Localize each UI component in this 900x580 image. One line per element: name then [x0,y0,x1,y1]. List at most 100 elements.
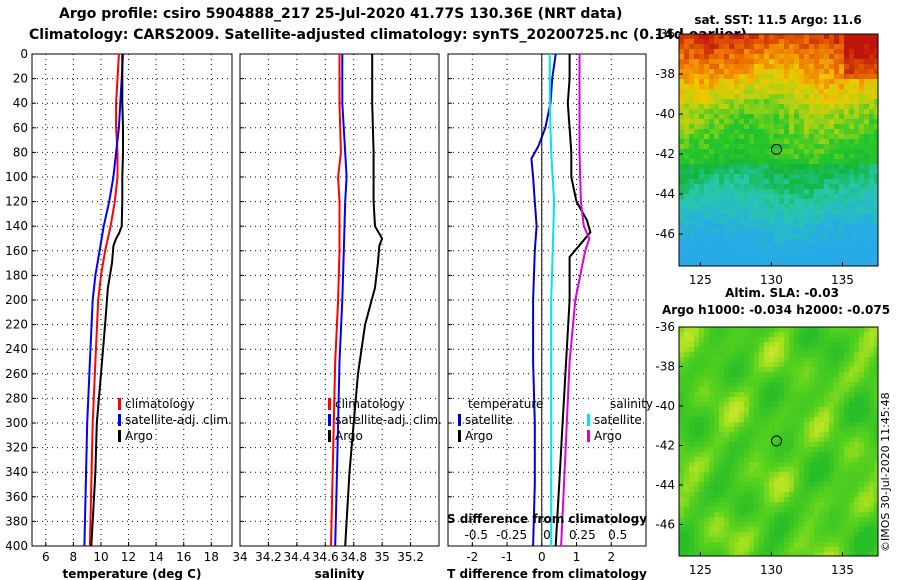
salinity-series-climatology [330,54,342,547]
temperature-tick-label-x: 16 [176,550,191,564]
temperature-tick-label-x: 14 [148,550,163,564]
sla_map-tick-label-y: -40 [655,399,675,413]
temperature-series-climatology [88,53,120,547]
temperature-series-argo [90,54,124,547]
temperature-series-satellite-adj-clim- [83,53,124,547]
salinity-tick-label-x: 34.4 [283,550,310,564]
diff-temperature-legend-swatch [458,414,461,426]
figure-title-line2: Climatology: CARS2009. Satellite-adjuste… [29,27,747,43]
diff-upper-tick-label: 0 [543,528,551,542]
salinity-tick-label-x: 35 [375,550,390,564]
sst_map-tick-label-y: -36 [655,27,675,41]
salinity-legend-label: satellite-adj. clim. [335,413,442,427]
diff-upper-tick-label: -0.5 [465,528,488,542]
salinity-tick-label-x: 34.2 [255,550,282,564]
temperature-legend-swatch [118,430,121,442]
sst_map-tick-label-y: -38 [655,67,675,81]
sla_map-field [679,327,878,556]
sla_map-tick-label-y: -38 [655,359,675,373]
differences-tick-label-x: -2 [466,550,478,564]
temperature-tick-label-x: 6 [42,550,50,564]
depth-tick-label: 140 [5,219,28,233]
figure-title-line1: Argo profile: csiro 5904888_217 25-Jul-2… [59,6,623,22]
diff-salinity-legend-label: satellite [594,413,642,427]
diff-upper-tick-label: 0.25 [569,528,596,542]
diff-temperature-legend-swatch [458,430,461,442]
sst_map-tick-label-x: 130 [760,273,783,287]
salinity-legend-swatch [328,430,331,442]
salinity-tick-label-x: 35.2 [397,550,424,564]
temperature-tick-label-x: 8 [70,550,78,564]
salinity-tick-label-x: 34.8 [340,550,367,564]
diff-upper-tick-label: -0.25 [496,528,527,542]
depth-tick-label: 360 [5,490,28,504]
depth-tick-label: 280 [5,391,28,405]
temperature-legend-label: satellite-adj. clim. [125,413,232,427]
diff-salinity-legend-swatch [587,430,590,442]
sla_map-argo-marker [771,435,783,447]
depth-tick-label: 60 [13,121,28,135]
differences-panel: -2 -1 0 1 2 T difference from climatology temp… [447,53,653,580]
diff-upper-xlabel: S difference from climatology [447,512,647,526]
depth-tick-label: 380 [5,514,28,528]
sst_map-frame [678,33,879,267]
depth-tick-label: 320 [5,441,28,455]
differences-series-salinity-argo [560,54,591,547]
sla_map-tick-label-x: 130 [760,563,783,577]
differences-tick-label-x: 0 [538,550,546,564]
temperature-legend-swatch [118,414,121,426]
depth-tick-label: 400 [5,539,28,553]
sla_map-tick-label-y: -36 [655,320,675,334]
salinity-tick-label-x: 34 [232,550,247,564]
diff-temperature-legend-label: Argo [465,429,493,443]
depth-tick-label: 260 [5,367,28,381]
depth-tick-label: 20 [13,72,28,86]
differences-series-temperature-satellite [530,53,557,547]
differences-series-temperature-argo [554,54,592,547]
salinity-tick-label-x: 34.6 [312,550,339,564]
diff-legend-temperature-title: temperature [468,397,543,411]
sst_map-tick-label-x: 125 [689,273,712,287]
sst_map-tick-label-x: 135 [831,273,854,287]
salinity-legend-label: climatology [335,397,405,411]
salinity-legend-swatch [328,414,331,426]
sst_map-tick-label-y: -42 [655,147,675,161]
differences-xlabel: T difference from climatology [447,567,647,580]
temperature-xlabel: temperature (deg C) [63,567,202,580]
sst_map-argo-marker [771,143,783,155]
differences-tick-label-x: -1 [501,550,513,564]
salinity-xlabel: salinity [315,567,365,580]
differences-tick-label-x: 2 [607,550,615,564]
sst_map-field [679,34,878,266]
diff-salinity-legend-label: Argo [594,429,622,443]
differences-series-salinity-satellite [548,54,556,546]
depth-tick-label: 240 [5,342,28,356]
depth-tick-label: 300 [5,416,28,430]
sst_map-tick-label-y: -46 [655,227,675,241]
depth-tick-label: 340 [5,465,28,479]
sla_map-tick-label-y: -42 [655,438,675,452]
sla_map-map: 125 130 135 -36 -38 -40 -42 -44 -46 [655,320,879,577]
depth-tick-label: 160 [5,244,28,258]
temperature-legend-label: Argo [125,429,153,443]
salinity-legend-swatch [328,398,331,410]
temperature-legend-label: climatology [125,397,195,411]
depth-tick-label: 100 [5,170,28,184]
depth-tick-label: 40 [13,96,28,110]
salinity-panel: 34 34.2 34.4 34.6 34.8 35 35.2 salinity climatol… [232,53,442,580]
sst-map-title: sat. SST: 11.5 Argo: 11.6 [694,13,861,27]
differences-frame [447,53,647,547]
imos-watermark: ©IMOS 30-Jul-2020 11:45:48 [879,392,892,552]
temperature-tick-label-x: 10 [93,550,108,564]
depth-tick-label: 80 [13,145,28,159]
temperature-legend-swatch [118,398,121,410]
sla-map-title: Altim. SLA: -0.03 [725,286,839,300]
temperature-tick-label-x: 18 [204,550,219,564]
sla_map-tick-label-y: -44 [655,478,675,492]
salinity-series-satellite-adj-clim- [334,54,348,547]
salinity-legend-label: Argo [335,429,363,443]
depth-tick-label: 120 [5,195,28,209]
depth-tick-label: 200 [5,293,28,307]
